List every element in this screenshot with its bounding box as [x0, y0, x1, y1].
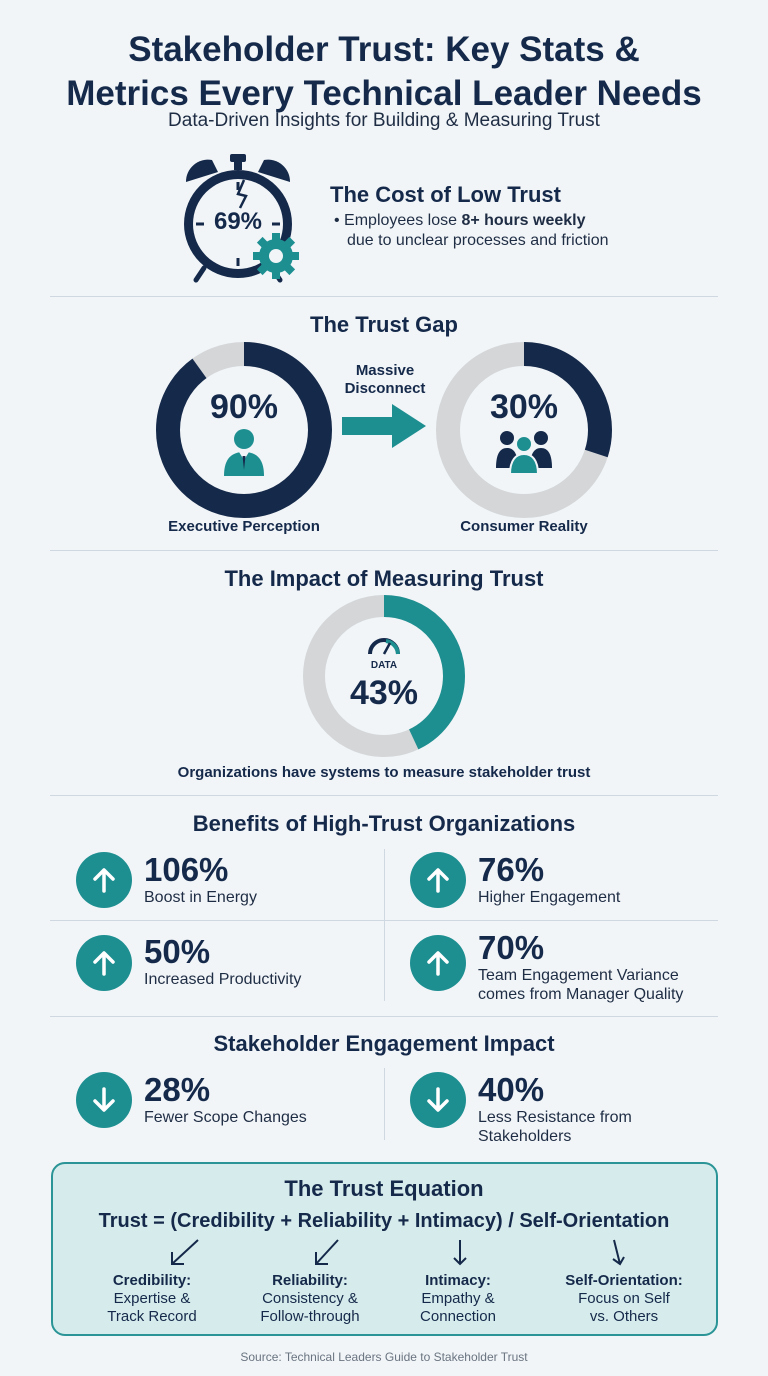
executive-donut-arc — [156, 342, 332, 518]
term-intimacy: Intimacy: Empathy & Connection — [420, 1272, 496, 1325]
benefit-stat: 76% Higher Engagement — [478, 851, 621, 907]
equation-title: The Trust Equation — [284, 1176, 484, 1201]
cost-bullet: • Employees lose 8+ hours weekly due to … — [334, 212, 609, 249]
consumer-donut-arc — [436, 342, 612, 518]
measuring-title: The Impact of Measuring Trust — [224, 566, 544, 591]
benefit-stat: 50% Increased Productivity — [144, 933, 302, 989]
trust-gap-title: The Trust Gap — [310, 312, 458, 337]
measuring-value: 43% — [349, 674, 419, 712]
cost-title: The Cost of Low Trust — [330, 182, 561, 207]
engagement-stat: 28% Fewer Scope Changes — [144, 1071, 307, 1127]
source-note: Source: Technical Leaders Guide to Stake… — [240, 1350, 528, 1364]
measuring-donut — [303, 595, 465, 757]
arrow-down-icon — [453, 1240, 467, 1266]
trust-equation-box — [51, 1162, 718, 1336]
equation-formula: Trust = (Credibility + Reliability + Int… — [98, 1210, 670, 1232]
arrow-down-left-icon — [315, 1239, 339, 1265]
divider — [50, 296, 718, 297]
consumer-caption: Consumer Reality — [460, 518, 588, 535]
benefits-title: Benefits of High-Trust Organizations — [192, 811, 576, 836]
benefit-stat: 106% Boost in Energy — [144, 851, 257, 907]
arrow-up-icon — [410, 852, 466, 908]
arrow-up-icon — [76, 852, 132, 908]
executive-caption: Executive Perception — [168, 518, 320, 535]
divider — [50, 550, 718, 551]
executive-person-icon — [224, 429, 264, 476]
arrow-down-icon — [76, 1072, 132, 1128]
divider — [50, 795, 718, 796]
arrow-down-icon — [612, 1239, 625, 1266]
people-group-icon — [496, 431, 552, 474]
engagement-title: Stakeholder Engagement Impact — [213, 1031, 555, 1056]
page-subtitle: Data-Driven Insights for Building & Meas… — [168, 110, 600, 131]
stopwatch-gear-icon — [184, 154, 299, 283]
data-badge: DATA — [370, 660, 398, 671]
arrow-up-icon — [410, 935, 466, 991]
executive-value: 90% — [209, 388, 279, 426]
arrow-label: Massive Disconnect — [344, 362, 426, 397]
executive-donut — [156, 342, 332, 518]
arrow-up-icon — [76, 935, 132, 991]
divider — [50, 1016, 718, 1017]
measuring-donut-arc — [303, 595, 465, 757]
term-credibility: Credibility: Expertise & Track Record — [107, 1272, 197, 1325]
term-reliability: Reliability: Consistency & Follow-throug… — [260, 1272, 360, 1325]
measuring-caption: Organizations have systems to measure st… — [177, 764, 591, 781]
engagement-stat: 40% Less Resistance from Stakeholders — [478, 1071, 632, 1146]
divider — [384, 1068, 385, 1140]
page-title: Stakeholder Trust: Key Stats & Metrics E… — [66, 30, 702, 113]
clock-value: 69% — [213, 208, 263, 235]
arrow-down-left-icon — [171, 1239, 199, 1265]
benefit-stat: 70% Team Engagement Variance comes from … — [478, 929, 684, 1004]
consumer-value: 30% — [489, 388, 559, 426]
arrow-right-icon — [342, 404, 426, 448]
term-self-orientation: Self-Orientation: Focus on Self vs. Othe… — [565, 1272, 683, 1325]
divider — [50, 920, 718, 921]
consumer-donut — [436, 342, 612, 518]
gauge-icon — [368, 638, 400, 655]
divider — [384, 849, 385, 1001]
arrow-down-icon — [410, 1072, 466, 1128]
